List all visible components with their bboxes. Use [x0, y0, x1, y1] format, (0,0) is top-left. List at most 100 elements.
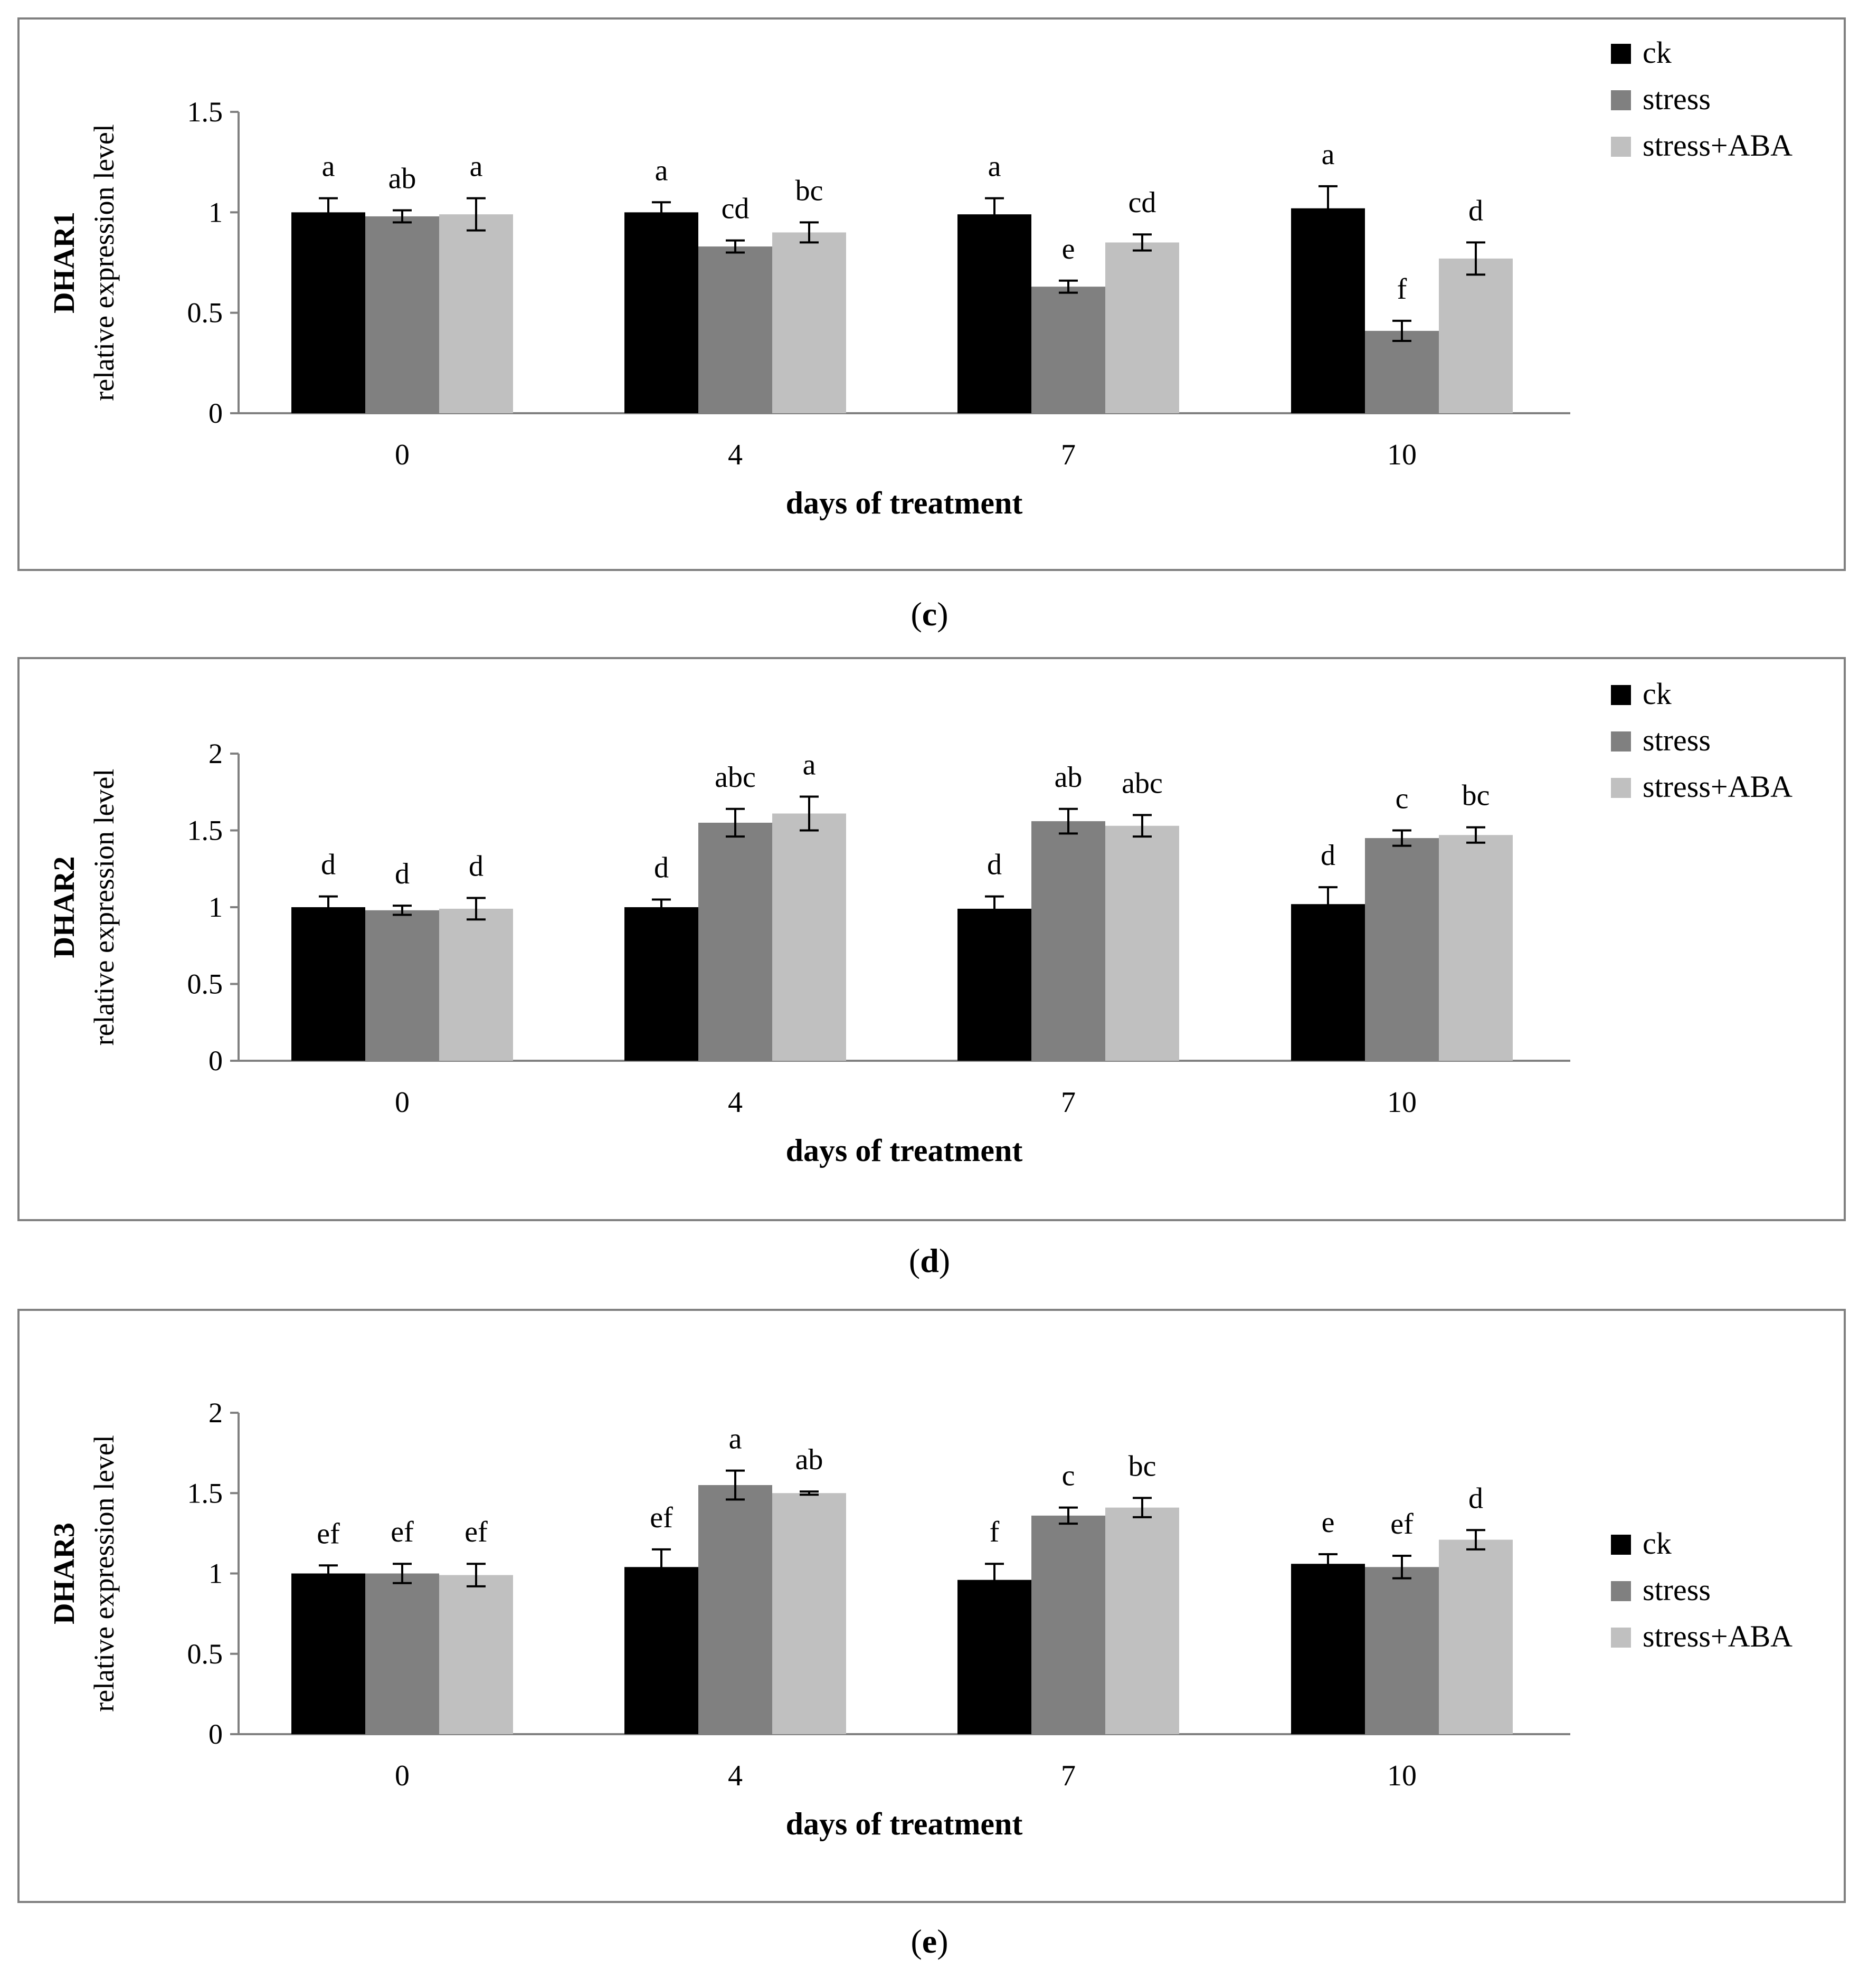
- y-tick-label: 2: [208, 1397, 223, 1429]
- significance-letter: a: [470, 150, 483, 183]
- bar-stress-aba-day-4: [772, 232, 846, 413]
- significance-letter: ef: [1390, 1508, 1414, 1540]
- significance-letter: f: [990, 1516, 1000, 1548]
- bar-stress-aba-day-10: [1439, 1539, 1513, 1734]
- bar-stress-aba-day-0: [439, 1575, 513, 1734]
- y-tick-label: 0.5: [187, 297, 223, 329]
- panel-frame: [17, 17, 1846, 571]
- bar-stress-aba-day-0: [439, 908, 513, 1061]
- bar-stress-day-4: [698, 246, 772, 413]
- significance-letter: cd: [722, 193, 750, 225]
- x-tick-label: 4: [728, 439, 743, 471]
- y-tick-label: 1.5: [187, 96, 223, 128]
- significance-letter: bc: [1128, 1450, 1156, 1482]
- y-tick-label: 1: [208, 891, 223, 923]
- bar-stress-day-10: [1365, 838, 1439, 1061]
- significance-letter: d: [469, 850, 483, 883]
- bar-stress-day-0: [365, 910, 439, 1061]
- bar-ck-day-10: [1291, 208, 1365, 413]
- significance-letter: bc: [1462, 779, 1490, 812]
- legend-label: ck: [1643, 35, 1672, 70]
- legend-label: stress: [1643, 1573, 1711, 1607]
- x-axis-title: days of treatment: [786, 1806, 1023, 1841]
- panel-frame: [17, 1309, 1846, 1903]
- y-tick-label: 1.5: [187, 815, 223, 846]
- panel-caption: (d): [909, 1242, 950, 1279]
- bar-stress-day-4: [698, 822, 772, 1061]
- significance-letter: d: [654, 851, 669, 884]
- bar-stress-aba-day-10: [1439, 835, 1513, 1061]
- significance-letter: a: [988, 150, 1001, 183]
- bar-ck-day-7: [957, 1580, 1031, 1734]
- significance-letter: ef: [650, 1501, 673, 1534]
- gene-name-label: DHAR2: [48, 857, 81, 958]
- bar-stress-aba-day-7: [1105, 825, 1179, 1061]
- bar-stress-aba-day-4: [772, 813, 846, 1061]
- bar-stress-day-7: [1031, 821, 1105, 1061]
- legend-swatch-ck: [1611, 44, 1631, 64]
- chart-panel-c: 0 0.5 1 1.5 0 4 7 10 a a a a ab cd e f a bc cd d days of tre…: [17, 17, 1846, 633]
- bar-ck-day-7: [957, 214, 1031, 413]
- panel-caption: (c): [910, 595, 948, 633]
- significance-letter: e: [1322, 1506, 1335, 1539]
- significance-letter: a: [729, 1423, 742, 1456]
- y-tick-label: 0: [208, 1718, 223, 1750]
- x-tick-label: 10: [1387, 439, 1417, 471]
- significance-letter: ab: [795, 1443, 823, 1476]
- bar-ck-day-4: [624, 907, 698, 1061]
- x-tick-label: 10: [1387, 1086, 1417, 1119]
- bar-stress-aba-day-0: [439, 214, 513, 413]
- legend-label: ck: [1643, 1526, 1672, 1561]
- x-tick-label: 10: [1387, 1759, 1417, 1792]
- significance-letter: d: [395, 858, 410, 890]
- legend-label: stress+ABA: [1643, 1619, 1792, 1653]
- x-tick-label: 7: [1061, 1086, 1076, 1119]
- bar-stress-aba-day-4: [772, 1493, 846, 1734]
- significance-letter: a: [803, 748, 816, 781]
- significance-letter: ef: [317, 1517, 340, 1550]
- bar-ck-day-10: [1291, 904, 1365, 1061]
- bar-ck-day-4: [624, 1567, 698, 1734]
- legend-swatch-stress-aba: [1611, 1628, 1631, 1648]
- bar-ck-day-0: [291, 1573, 365, 1734]
- bar-stress-day-4: [698, 1485, 772, 1734]
- significance-letter: ef: [391, 1516, 414, 1548]
- legend-swatch-stress: [1611, 731, 1631, 752]
- bar-stress-day-7: [1031, 287, 1105, 413]
- significance-letter: cd: [1128, 186, 1156, 219]
- legend-label: stress+ABA: [1643, 128, 1792, 163]
- significance-letter: ab: [1055, 761, 1083, 794]
- y-tick-label: 0: [208, 397, 223, 429]
- y-tick-label: 2: [208, 738, 223, 769]
- gene-name-label: DHAR3: [48, 1523, 81, 1624]
- x-axis-title: days of treatment: [786, 1133, 1023, 1168]
- x-tick-label: 0: [395, 1759, 410, 1792]
- bar-stress-day-7: [1031, 1515, 1105, 1734]
- y-tick-label: 0.5: [187, 968, 223, 1000]
- significance-letter: abc: [715, 761, 756, 794]
- significance-letter: bc: [795, 174, 823, 207]
- significance-letter: a: [1322, 138, 1335, 171]
- significance-letter: ef: [464, 1516, 488, 1548]
- bar-ck-day-10: [1291, 1564, 1365, 1734]
- x-tick-label: 0: [395, 439, 410, 471]
- bar-stress-day-10: [1365, 1567, 1439, 1734]
- legend-swatch-stress: [1611, 90, 1631, 110]
- significance-letter: d: [321, 849, 336, 881]
- significance-letter: abc: [1122, 767, 1163, 800]
- significance-letter: a: [655, 154, 668, 187]
- bar-ck-day-7: [957, 908, 1031, 1061]
- legend-swatch-stress-aba: [1611, 778, 1631, 798]
- chart-panel-e: 0 0.5 1 1.5 2 0 4 7 10 ef ef f e ef a c ef ef ab bc d days of…: [17, 1309, 1846, 1960]
- legend-swatch-stress-aba: [1611, 137, 1631, 157]
- significance-letter: a: [322, 150, 335, 183]
- bar-stress-day-10: [1365, 330, 1439, 413]
- significance-letter: d: [987, 849, 1002, 881]
- panel-caption: (e): [910, 1923, 948, 1960]
- legend-label: stress+ABA: [1643, 769, 1792, 804]
- y-tick-label: 1: [208, 196, 223, 228]
- y-axis-title: relative expression level: [88, 769, 120, 1046]
- significance-letter: d: [1321, 839, 1335, 872]
- significance-letter: e: [1062, 233, 1075, 265]
